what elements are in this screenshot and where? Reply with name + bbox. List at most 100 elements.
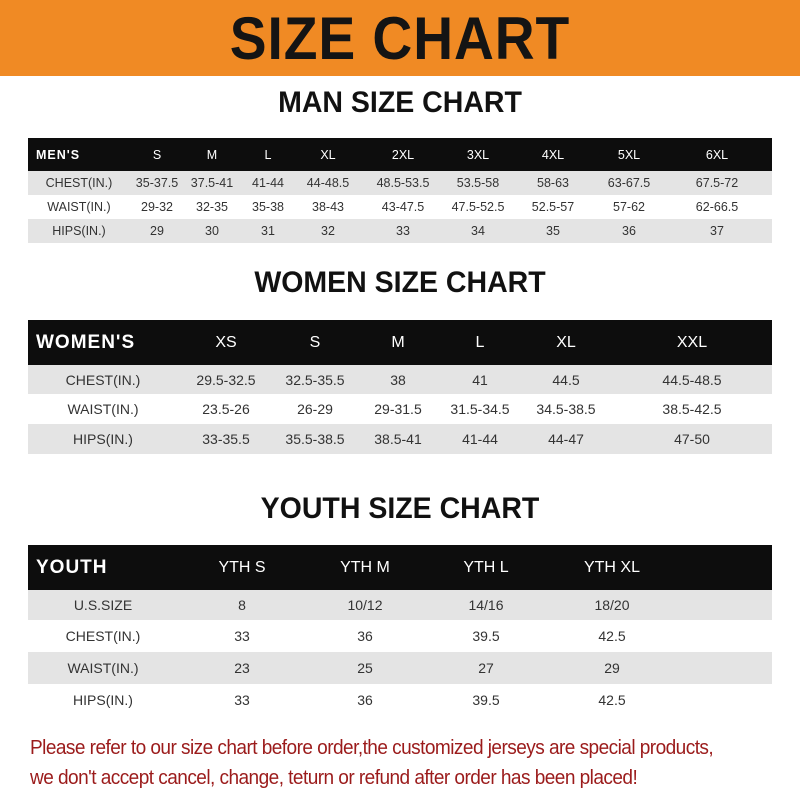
women-heading: WOMEN SIZE CHART — [254, 266, 546, 299]
empty-cell — [676, 620, 772, 652]
table-cell: 44-47 — [520, 424, 612, 454]
table-cell: 47.5-52.5 — [446, 195, 510, 219]
size-header: XXL — [612, 320, 772, 365]
table-cell: 33 — [360, 219, 446, 243]
youth-size-table: YOUTH YTH S YTH M YTH L YTH XL U.S.SIZE 8 10/12… — [28, 545, 772, 716]
table-row: HIPS(IN.) 33-35.5 35.5-38.5 38.5-41 41-44 44-… — [28, 424, 772, 454]
size-header: XL — [520, 320, 612, 365]
title-banner: SIZE CHART — [0, 0, 800, 76]
table-row: CHEST(IN.) 35-37.5 37.5-41 41-44 44-48.5 48.5… — [28, 171, 772, 195]
table-cell: 31.5-34.5 — [440, 394, 520, 424]
youth-heading: YOUTH SIZE CHART — [260, 492, 540, 525]
size-header: S — [130, 138, 184, 171]
size-header: 3XL — [446, 138, 510, 171]
table-cell: 62-66.5 — [662, 195, 772, 219]
page-title: SIZE CHART — [229, 4, 571, 72]
row-label: WAIST(IN.) — [28, 195, 130, 219]
table-cell: 42.5 — [548, 620, 676, 652]
table-cell: 43-47.5 — [360, 195, 446, 219]
size-header: YTH L — [424, 545, 548, 590]
table-label: YOUTH — [28, 545, 178, 590]
table-cell: 52.5-57 — [510, 195, 596, 219]
table-cell: 47-50 — [612, 424, 772, 454]
table-cell: 41-44 — [240, 171, 296, 195]
table-cell: 36 — [596, 219, 662, 243]
table-label: MEN'S — [28, 138, 130, 171]
table-cell: 41 — [440, 365, 520, 394]
size-header: L — [440, 320, 520, 365]
table-label: WOMEN'S — [28, 320, 178, 365]
table-cell: 18/20 — [548, 590, 676, 620]
size-header: 5XL — [596, 138, 662, 171]
table-row: WAIST(IN.) 23.5-26 26-29 29-31.5 31.5-34.5 34… — [28, 394, 772, 424]
table-cell: 26-29 — [274, 394, 356, 424]
table-cell: 41-44 — [440, 424, 520, 454]
table-cell: 23 — [178, 652, 306, 684]
row-label: HIPS(IN.) — [28, 219, 130, 243]
table-cell: 34.5-38.5 — [520, 394, 612, 424]
table-cell: 37 — [662, 219, 772, 243]
table-cell: 29-31.5 — [356, 394, 440, 424]
size-header: L — [240, 138, 296, 171]
table-cell: 32-35 — [184, 195, 240, 219]
table-cell: 14/16 — [424, 590, 548, 620]
table-cell: 38.5-42.5 — [612, 394, 772, 424]
table-cell: 29.5-32.5 — [178, 365, 274, 394]
table-cell: 39.5 — [424, 684, 548, 716]
table-cell: 31 — [240, 219, 296, 243]
table-cell: 35.5-38.5 — [274, 424, 356, 454]
size-header: M — [356, 320, 440, 365]
notice-line: we don't accept cancel, change, teturn o… — [30, 766, 638, 789]
table-cell: 48.5-53.5 — [360, 171, 446, 195]
table-cell: 38-43 — [296, 195, 360, 219]
table-cell: 35 — [510, 219, 596, 243]
table-header-row: WOMEN'S XS S M L XL XXL — [28, 320, 772, 365]
women-size-table: WOMEN'S XS S M L XL XXL CHEST(IN.) 29.5-32.5 32.5… — [28, 320, 772, 454]
table-cell: 37.5-41 — [184, 171, 240, 195]
row-label: CHEST(IN.) — [28, 365, 178, 394]
men-heading: MAN SIZE CHART — [278, 86, 522, 119]
table-cell: 32.5-35.5 — [274, 365, 356, 394]
table-cell: 36 — [306, 620, 424, 652]
table-cell: 57-62 — [596, 195, 662, 219]
row-label: WAIST(IN.) — [28, 652, 178, 684]
table-cell: 34 — [446, 219, 510, 243]
table-cell: 33-35.5 — [178, 424, 274, 454]
row-label: HIPS(IN.) — [28, 684, 178, 716]
size-header: 6XL — [662, 138, 772, 171]
row-label: HIPS(IN.) — [28, 424, 178, 454]
table-cell: 23.5-26 — [178, 394, 274, 424]
table-row: HIPS(IN.) 29 30 31 32 33 34 35 36 37 — [28, 219, 772, 243]
empty-cell — [676, 590, 772, 620]
notice-line: Please refer to our size chart before or… — [30, 736, 714, 759]
table-cell: 35-38 — [240, 195, 296, 219]
table-cell: 38.5-41 — [356, 424, 440, 454]
order-notice: Please refer to our size chart before or… — [30, 733, 800, 793]
empty-cell — [676, 545, 772, 590]
table-cell: 42.5 — [548, 684, 676, 716]
table-cell: 63-67.5 — [596, 171, 662, 195]
size-header: YTH XL — [548, 545, 676, 590]
table-cell: 36 — [306, 684, 424, 716]
table-row: WAIST(IN.) 29-32 32-35 35-38 38-43 43-47.5 47.… — [28, 195, 772, 219]
size-header: M — [184, 138, 240, 171]
table-cell: 33 — [178, 684, 306, 716]
size-header: YTH S — [178, 545, 306, 590]
table-cell: 25 — [306, 652, 424, 684]
table-row: U.S.SIZE 8 10/12 14/16 18/20 — [28, 590, 772, 620]
table-cell: 44.5-48.5 — [612, 365, 772, 394]
row-label: U.S.SIZE — [28, 590, 178, 620]
table-cell: 10/12 — [306, 590, 424, 620]
size-header: XL — [296, 138, 360, 171]
table-cell: 29 — [548, 652, 676, 684]
table-cell: 8 — [178, 590, 306, 620]
table-cell: 53.5-58 — [446, 171, 510, 195]
size-header: 2XL — [360, 138, 446, 171]
row-label: CHEST(IN.) — [28, 171, 130, 195]
table-header-row: MEN'S S M L XL 2XL 3XL 4XL 5XL 6XL — [28, 138, 772, 171]
table-header-row: YOUTH YTH S YTH M YTH L YTH XL — [28, 545, 772, 590]
table-cell: 67.5-72 — [662, 171, 772, 195]
table-cell: 29-32 — [130, 195, 184, 219]
table-cell: 30 — [184, 219, 240, 243]
table-row: WAIST(IN.) 23 25 27 29 — [28, 652, 772, 684]
